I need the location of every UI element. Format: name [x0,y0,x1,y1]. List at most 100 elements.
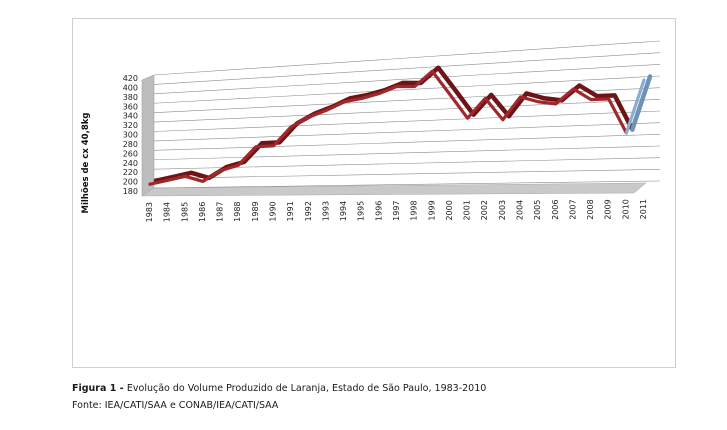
data-point [431,70,433,72]
x-tick-label: 1988 [233,201,242,221]
gridline [153,75,661,104]
data-point [167,179,169,181]
data-point [502,119,504,121]
x-axis-ticks: 1983 1984 1985 1986 1987 1988 1989 1990 1991 1992… [145,199,648,222]
chart: 180200220240260280300320340360380400420 … [81,40,661,222]
gridline [153,180,661,189]
gridline [153,40,661,76]
gridline [153,134,661,151]
x-tick-label: 1987 [216,202,225,222]
y-tick-label: 400 [123,83,138,92]
data-point [378,92,380,95]
x-tick-label: 2010 [621,199,630,219]
x-tick-label: 1996 [374,201,383,221]
data-point [414,85,416,88]
figure-source: Fonte: IEA/CATI/SAA e CONAB/IEA/CATI/SAA [72,400,279,411]
x-tick-label: 2007 [568,199,577,219]
figure-caption-text: Evolução do Volume Produzido de Laranja,… [126,383,487,394]
data-point [519,96,522,98]
data-point [219,169,222,172]
data-point [608,98,610,100]
chart-walls [141,74,647,197]
y-tick-label: 280 [123,140,138,149]
y-tick-label: 260 [123,149,138,158]
gridline [153,122,661,142]
data-point [149,183,151,185]
gridline [153,169,661,179]
x-tick-label: 1998 [410,200,419,220]
y-tick-label: 320 [123,121,138,130]
data-point [572,88,575,90]
y-tick-label: 240 [123,159,138,168]
data-point [555,103,557,105]
x-tick-label: 1991 [286,201,295,221]
y-tick-label: 380 [123,93,138,102]
figure-caption-separator: - [116,383,127,394]
x-tick-label: 1986 [198,202,207,222]
y-tick-label: 220 [123,168,138,177]
x-tick-label: 1999 [427,200,436,220]
y-tick-label: 180 [123,187,138,196]
data-point [590,99,592,101]
figure-caption-label: Figura 1 [72,383,117,394]
x-tick-label: 2002 [480,200,489,220]
x-tick-label: 2008 [586,199,595,219]
data-point [449,93,451,96]
x-tick-label: 2011 [639,199,648,219]
data-point [343,101,345,103]
x-tick-label: 2005 [533,200,542,220]
data-point [466,117,469,119]
x-tick-label: 1993 [321,201,330,221]
side-wall [141,74,155,197]
data-point [272,145,275,147]
gridline [153,87,661,113]
y-axis-label: Milhões de cx 40,8kg [81,113,91,214]
floor [141,182,647,197]
series-line [148,69,628,186]
data-point [643,79,645,81]
x-tick-label: 1985 [180,202,189,222]
y-tick-label: 360 [123,102,138,111]
data-point [325,109,328,111]
data-point [361,97,363,100]
data-point [237,164,239,166]
x-tick-label: 1994 [339,201,348,221]
series-line [624,78,646,135]
x-tick-label: 2001 [463,200,472,220]
y-tick-label: 340 [123,112,138,121]
chart-series [148,65,653,186]
x-tick-label: 1983 [145,202,154,222]
gridline [153,52,661,85]
data-point [202,180,204,183]
x-tick-label: 1997 [392,201,401,221]
x-tick-label: 2006 [551,200,560,220]
data-point [308,116,310,118]
gridline [153,145,661,161]
gridline [153,157,661,170]
data-point [255,146,257,148]
x-tick-label: 2004 [516,200,525,220]
data-point [290,126,292,128]
gridline [153,99,661,123]
data-point [184,175,186,177]
x-tick-label: 1990 [269,201,278,221]
figure-caption: Figura 1 - Evolução do Volume Produzido … [72,383,486,394]
x-tick-label: 2000 [445,200,454,220]
y-tick-label: 300 [123,131,138,140]
x-tick-label: 1984 [163,202,172,222]
y-tick-label: 200 [123,178,138,187]
gridline [153,64,661,95]
gridline [153,110,661,132]
series-line-depth [630,74,653,132]
data-point [625,132,627,134]
data-point [396,85,398,87]
chart-gridlines [153,40,661,189]
data-point [537,101,539,103]
x-tick-label: 2009 [604,199,613,219]
x-tick-label: 2003 [498,200,507,220]
x-tick-label: 1992 [304,201,313,221]
x-tick-label: 1989 [251,201,260,221]
data-point [484,97,486,100]
x-tick-label: 1995 [357,201,366,221]
